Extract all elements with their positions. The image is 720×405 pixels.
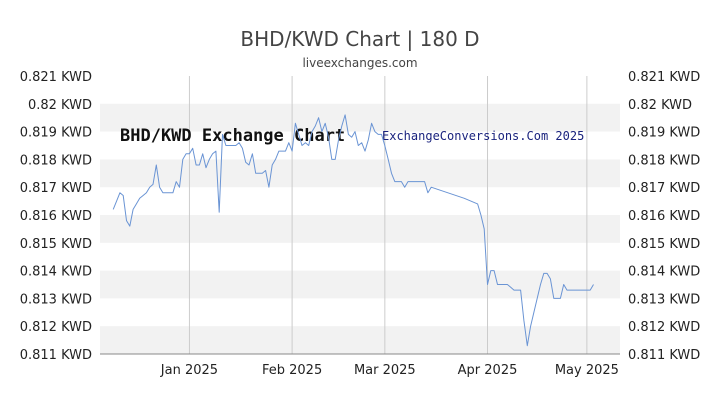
background-band [100,103,620,132]
background-band [100,215,620,243]
background-bands [100,103,620,354]
x-tick-label: Apr 2025 [458,363,518,378]
y-axis-left-labels: 0.821 KWD 0.82 KWD 0.819 KWD 0.818 KWD 0.817… [20,70,92,363]
y-tick-label-right: 0.818 KWD [628,153,700,168]
background-band [100,270,620,299]
watermark-exchange-chart: BHD/KWD Exchange Chart [120,126,345,146]
y-tick-label-right: 0.816 KWD [628,209,700,224]
y-tick-label-left: 0.818 KWD [20,153,92,168]
y-tick-label-left: 0.817 KWD [20,181,92,196]
x-tick-label: May 2025 [555,363,619,378]
watermark-exchangeconversions: ExchangeConversions.Com 2025 [382,129,584,143]
y-tick-label-left: 0.816 KWD [20,209,92,224]
series-line [112,114,594,347]
x-tick-label: Mar 2025 [354,363,416,378]
y-tick-label-right: 0.82 KWD [628,98,692,113]
y-tick-label-left: 0.819 KWD [20,126,92,141]
y-tick-label-left: 0.811 KWD [20,348,92,363]
y-tick-label-right: 0.817 KWD [628,181,700,196]
y-tick-label-right: 0.821 KWD [628,70,700,85]
y-tick-label-right: 0.811 KWD [628,348,700,363]
y-tick-label-right: 0.812 KWD [628,320,700,335]
y-axis-right-labels: 0.821 KWD 0.82 KWD 0.819 KWD 0.818 KWD 0.817… [628,70,700,363]
y-tick-label-right: 0.819 KWD [628,126,700,141]
y-tick-label-left: 0.815 KWD [20,237,92,252]
y-tick-label-left: 0.82 KWD [28,98,92,113]
x-tick-label: Feb 2025 [262,363,322,378]
background-band [100,326,620,354]
y-tick-label-right: 0.814 KWD [628,265,700,280]
y-tick-label-right: 0.815 KWD [628,237,700,252]
vertical-gridlines [188,76,588,354]
y-tick-label-left: 0.814 KWD [20,265,92,280]
y-tick-label-left: 0.821 KWD [20,70,92,85]
x-tick-label: Jan 2025 [160,363,218,378]
chart-subtitle: liveexchanges.com [302,56,417,70]
background-band [100,159,620,188]
x-axis-labels: Jan 2025 Feb 2025 Mar 2025 Apr 2025 May 2025 [160,363,619,378]
chart-title: BHD/KWD Chart | 180 D [240,27,479,51]
y-tick-label-right: 0.813 KWD [628,292,700,307]
y-tick-label-left: 0.813 KWD [20,292,92,307]
y-tick-label-left: 0.812 KWD [20,320,92,335]
